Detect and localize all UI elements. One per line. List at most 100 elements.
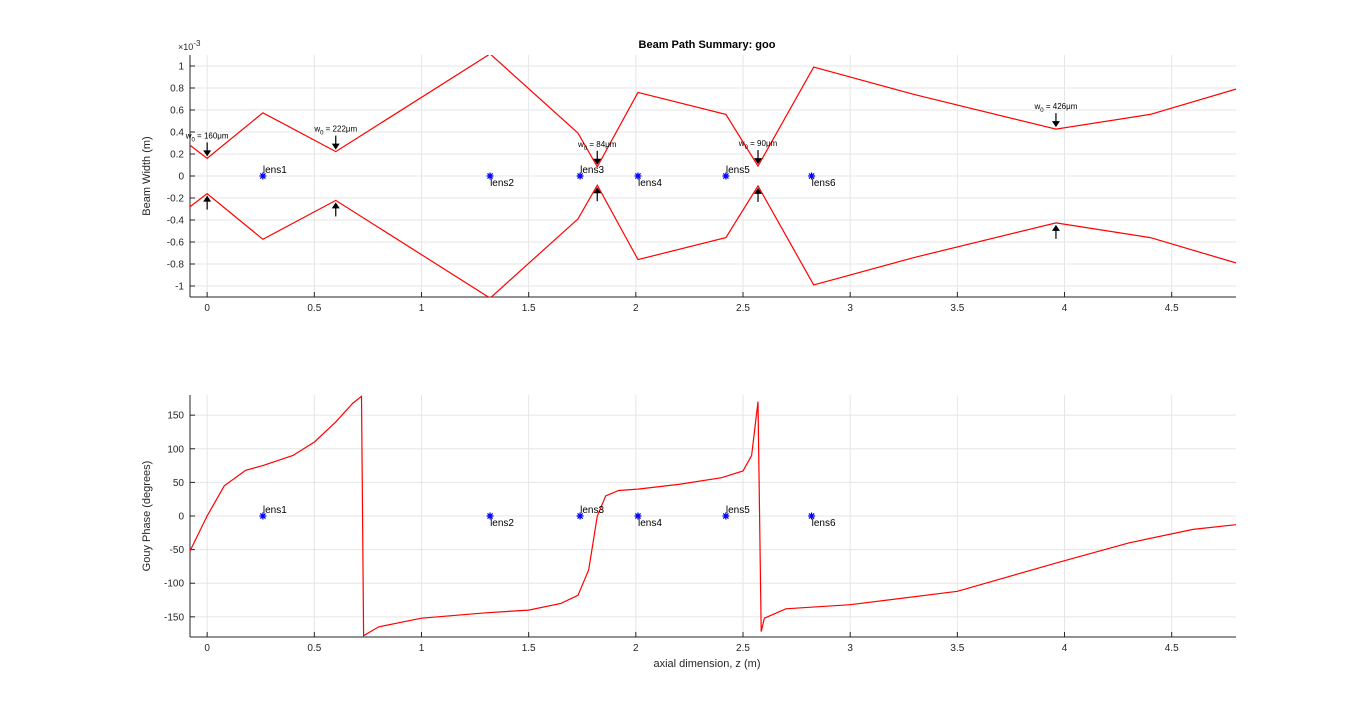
x-tick-label: 3 — [847, 643, 853, 654]
y-tick-label: 0.6 — [170, 106, 184, 117]
y-tick-label: 50 — [173, 478, 185, 489]
lens-label: lens5 — [726, 165, 750, 176]
lens-label: lens4 — [638, 178, 662, 189]
x-tick-label: 1 — [419, 643, 425, 654]
lens-label: lens1 — [263, 165, 287, 176]
y-tick-label: 150 — [167, 411, 184, 422]
lens-label: lens3 — [580, 505, 604, 516]
waist-arrowhead-bottom — [203, 195, 212, 202]
waist-arrowhead-top — [593, 158, 602, 165]
y-tick-label: 0.4 — [170, 128, 184, 139]
waist-label: w0 = 160μm — [185, 131, 229, 143]
y-axis-label-beam-width: Beam Width (m) — [141, 136, 153, 215]
lens-marker: lens3 — [576, 505, 604, 520]
y-tick-label: 100 — [167, 444, 184, 455]
x-tick-label: 3 — [847, 303, 853, 314]
lens-star-stroke — [487, 512, 494, 520]
x-tick-label: 4 — [1062, 303, 1068, 314]
lens-marker: lens5 — [722, 165, 750, 180]
lens-star-stroke — [722, 512, 729, 520]
lens-marker: lens2 — [486, 512, 514, 529]
x-tick-label: 2.5 — [736, 643, 750, 654]
y-axis-label-gouy-phase: Gouy Phase (degrees) — [141, 461, 153, 572]
y-tick-label: -0.8 — [167, 260, 185, 271]
lens-star-stroke — [634, 172, 642, 180]
y-tick-label: -0.4 — [167, 216, 185, 227]
x-tick-label: 1.5 — [522, 303, 536, 314]
waist-arrowhead-top — [203, 150, 212, 157]
lens-label: lens3 — [580, 165, 604, 176]
waist-label: w0 = 426μm — [1034, 102, 1078, 114]
lens-star-stroke — [577, 512, 584, 520]
y-tick-label: 0 — [178, 172, 184, 183]
lens-marker: lens1 — [259, 505, 287, 520]
y-tick-label: 1 — [178, 62, 184, 73]
waist-arrowhead-bottom — [1051, 224, 1060, 231]
lens-star-stroke — [722, 172, 729, 180]
beam-lower-envelope — [190, 183, 1236, 297]
x-tick-label: 4.5 — [1165, 643, 1179, 654]
beam-upper-envelope — [190, 55, 1236, 169]
lens-marker: lens4 — [634, 512, 662, 529]
x-tick-label: 3.5 — [950, 303, 964, 314]
lens-label: lens6 — [812, 518, 836, 529]
lens-star-stroke — [259, 512, 266, 520]
y-tick-label: -0.2 — [167, 194, 185, 205]
lens-marker: lens3 — [576, 165, 604, 180]
y-tick-label: 0.2 — [170, 150, 184, 161]
y-tick-label: -1 — [175, 282, 184, 293]
waist-arrowhead-bottom — [593, 187, 602, 194]
y-tick-label: 0.8 — [170, 84, 184, 95]
lens-label: lens1 — [263, 505, 287, 516]
y-exponent-power: -3 — [193, 39, 201, 48]
x-tick-label: 1 — [419, 303, 425, 314]
gouy-phase-axes: Gouy Phase (degrees) axial dimension, z … — [141, 395, 1236, 670]
lens-marker: lens5 — [722, 505, 750, 520]
lens-star-stroke — [487, 172, 494, 180]
grid-lines — [190, 55, 1236, 297]
y-tick-label: -150 — [164, 612, 184, 623]
y-tick-label: -100 — [164, 579, 184, 590]
lens-marker: lens6 — [808, 172, 836, 189]
y-tick-label: -0.6 — [167, 238, 185, 249]
gouy-phase-line — [190, 395, 1236, 637]
x-tick-label: 2 — [633, 643, 639, 654]
waist-arrowhead-bottom — [331, 202, 340, 209]
x-tick-label: 0.5 — [307, 303, 321, 314]
lens-marker: lens1 — [259, 165, 287, 180]
waist-arrowhead-bottom — [754, 187, 763, 194]
chart-title: Beam Path Summary: goo — [639, 39, 776, 51]
waist-label: w0 = 222μm — [313, 125, 357, 137]
waist-label: w0 = 84μm — [577, 140, 617, 152]
svg-text:×10-3: ×10-3 — [178, 39, 201, 52]
waist-arrowhead-top — [1051, 121, 1060, 128]
x-tick-label: 1.5 — [522, 643, 536, 654]
x-tick-label: 0 — [204, 643, 210, 654]
lens-star-stroke — [259, 172, 266, 180]
beam-width-axes: Beam Path Summary: goo Beam Width (m) ×1… — [141, 39, 1236, 314]
x-tick-label: 4 — [1062, 643, 1068, 654]
x-tick-label: 4.5 — [1165, 303, 1179, 314]
lens-label: lens2 — [490, 518, 514, 529]
waist-label: w0 = 90μm — [738, 139, 778, 151]
lens-star-stroke — [808, 172, 815, 180]
x-tick-label: 2.5 — [736, 303, 750, 314]
x-tick-label: 3.5 — [950, 643, 964, 654]
lens-label: lens5 — [726, 505, 750, 516]
lens-label: lens2 — [490, 178, 514, 189]
x-tick-label: 2 — [633, 303, 639, 314]
lens-label: lens4 — [638, 518, 662, 529]
y-exponent-base: ×10 — [178, 42, 193, 52]
lens-star-stroke — [634, 512, 642, 520]
lens-label: lens6 — [812, 178, 836, 189]
y-tick-label: -50 — [170, 545, 185, 556]
x-tick-label: 0 — [204, 303, 210, 314]
lens-marker: lens4 — [634, 172, 662, 189]
y-exponent-label: ×10-3 — [178, 39, 201, 52]
waist-arrowhead-top — [331, 143, 340, 150]
x-axis-label: axial dimension, z (m) — [654, 658, 761, 670]
grid-lines — [190, 395, 1236, 637]
waist-arrowhead-top — [754, 158, 763, 165]
lens-marker: lens6 — [808, 512, 836, 529]
